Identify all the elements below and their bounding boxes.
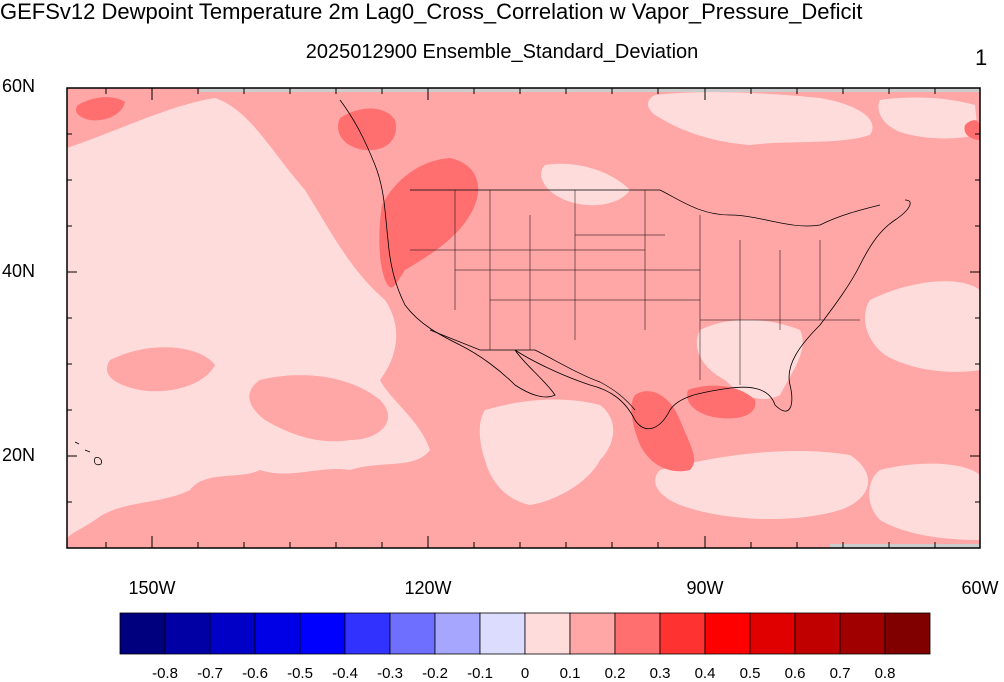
- colorbar-swatch: [749, 612, 796, 655]
- colorbar-swatch: [704, 612, 751, 655]
- colorbar-swatch: [299, 612, 346, 655]
- colorbar-swatch: [569, 612, 616, 655]
- missing-data-top: [200, 88, 980, 92]
- lat-ticks: [67, 87, 980, 503]
- colorbar-swatch: [389, 612, 436, 655]
- hawaii-coastline: [74, 441, 102, 466]
- contour-0-0.1-caribbean: [655, 450, 869, 520]
- colorbar-label: 0: [520, 665, 530, 682]
- contour-0.2-0.3-gulf-west: [631, 391, 695, 472]
- contour-0-0.1-gulf-of-mexico: [479, 399, 614, 505]
- lat-label-60n: 60N: [2, 76, 36, 96]
- colorbar-label: -0.7: [197, 665, 223, 682]
- contour-0-0.1-canada-east: [878, 97, 978, 139]
- contour-0.2-0.3-pacific-northwest: [379, 158, 479, 288]
- colorbar-label: 0.5: [739, 665, 761, 682]
- contour-0-0.1-southeast-us: [696, 319, 803, 400]
- contour-0-0.1-subtropical-pacific: [106, 347, 215, 392]
- map-subtitle: 2025012900 Ensemble_Standard_Deviation: [305, 41, 699, 63]
- us-state-lines: [410, 190, 860, 385]
- us-canada-border: [410, 189, 881, 227]
- colorbar-label: -0.8: [152, 665, 178, 682]
- colorbar-swatch: [119, 612, 166, 655]
- colorbar-label: 0.4: [694, 665, 716, 682]
- colorbar-swatch: [794, 612, 841, 655]
- map-title: GEFSv12 Dewpoint Temperature 2m Lag0_Cro…: [0, 0, 863, 24]
- colorbar-swatch: [164, 612, 211, 655]
- lon-label-90w: 90W: [686, 578, 724, 598]
- colorbar-label: -0.4: [332, 665, 358, 682]
- missing-data-bottom: [830, 544, 980, 548]
- colorbar-swatch: [884, 612, 931, 655]
- state-line-midwest: [699, 215, 860, 385]
- colorbar-label: 0.3: [649, 665, 671, 682]
- colorbar-label: 0.1: [559, 665, 581, 682]
- colorbar-swatch: [479, 612, 526, 655]
- colorbar-label: 0.6: [784, 665, 806, 682]
- colorbar-swatch: [434, 612, 481, 655]
- contour-0-0.1-canada: [648, 92, 873, 145]
- colorbar-swatch: [659, 612, 706, 655]
- lon-label-150w: 150W: [128, 578, 176, 598]
- colorbar-swatch: [254, 612, 301, 655]
- colorbar-swatch: [524, 612, 571, 655]
- colorbar-label: 0.2: [604, 665, 626, 682]
- contour-0-0.1-tropical-atlantic: [869, 463, 980, 540]
- contour-0-0.1-atlantic: [865, 281, 980, 372]
- colorbar-label: -0.2: [422, 665, 448, 682]
- colorbar-swatch: [839, 612, 886, 655]
- boundaries: [74, 99, 911, 466]
- colorbar-label: -0.6: [242, 665, 268, 682]
- colorbar-swatch: [209, 612, 256, 655]
- state-line-plains: [410, 234, 700, 301]
- contour-field: [67, 88, 980, 548]
- lat-label-20n: 20N: [2, 445, 36, 465]
- north-america-coastline: [339, 99, 911, 430]
- contour-0.2-0.3-gulf-east: [687, 385, 756, 419]
- lat-label-40n: 40N: [2, 261, 36, 281]
- us-mexico-border: [429, 329, 636, 411]
- colorbar-label: -0.3: [377, 665, 403, 682]
- contour-0.2-0.3-atlantic-east: [964, 120, 980, 140]
- colorbar-label: 0.7: [829, 665, 851, 682]
- contour-0.1-0.2-pacific-band: [249, 375, 389, 442]
- colorbar-label: -0.5: [287, 665, 313, 682]
- contour-0-0.1-great-plains: [541, 163, 630, 206]
- contour-0.2-0.3-alaska: [75, 97, 125, 121]
- colorbar: [119, 612, 931, 655]
- lon-label-60w: 60W: [961, 578, 999, 598]
- colorbar-label: 0.8: [874, 665, 896, 682]
- colorbar-label: -0.1: [467, 665, 493, 682]
- colorbar-swatch: [614, 612, 661, 655]
- lon-ticks: [105, 88, 981, 548]
- panel-number: 1: [975, 45, 988, 70]
- colorbar-swatch: [344, 612, 391, 655]
- lon-label-120w: 120W: [404, 578, 452, 598]
